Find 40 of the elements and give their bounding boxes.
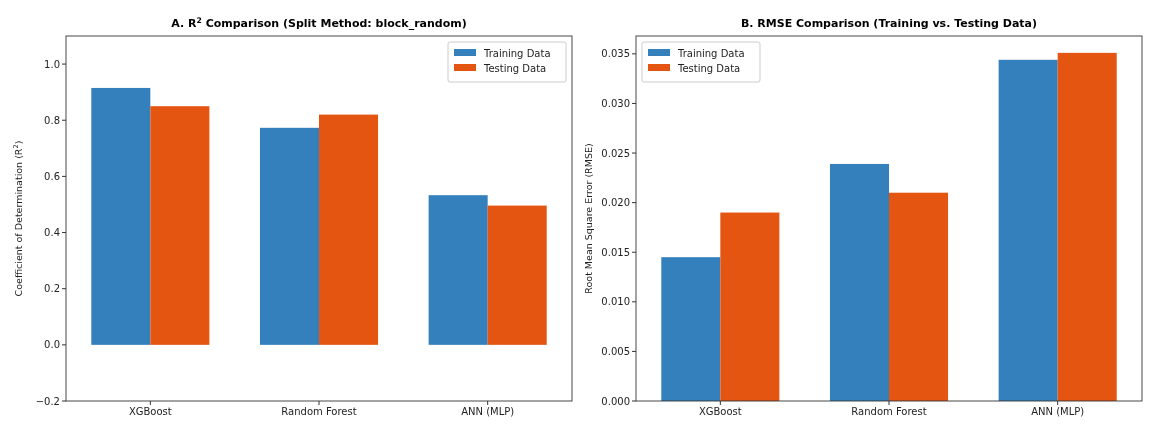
y-tick-label: 0.005: [601, 345, 630, 357]
x-tick-label: ANN (MLP): [461, 406, 515, 417]
bar: [829, 163, 889, 401]
x-tick-label: ANN (MLP): [1031, 406, 1085, 417]
x-tick-label: Random Forest: [281, 406, 357, 417]
bar: [889, 192, 949, 401]
y-tick-label: 0.6: [44, 170, 60, 182]
chart-title: A. R$^{2}$ Comparison (Split Method: block_random): [171, 15, 467, 30]
y-axis-title: Root Mean Square Error (RMSE): [583, 143, 594, 294]
y-tick-label: 0.025: [601, 147, 630, 159]
y-tick-label: 0.0: [44, 339, 60, 351]
bar: [487, 205, 547, 345]
y-tick-label: 0.035: [601, 48, 630, 60]
y-tick-label: −0.2: [35, 395, 60, 407]
chart-title: B. RMSE Comparison (Training vs. Testing Data): [740, 17, 1038, 30]
legend-label: Training Data: [483, 47, 551, 59]
y-tick-label: 1.0: [44, 58, 60, 70]
y-tick-label: 0.030: [601, 97, 630, 109]
bar: [720, 212, 780, 401]
bar: [259, 127, 319, 345]
x-tick-label: XGBoost: [698, 406, 742, 417]
bar: [150, 106, 210, 345]
bar: [998, 59, 1058, 401]
y-tick-label: 0.2: [44, 283, 60, 295]
bar: [428, 195, 488, 345]
legend-label: Testing Data: [483, 62, 547, 74]
legend-label: Training Data: [677, 47, 745, 59]
bar: [661, 257, 721, 401]
y-tick-label: 0.010: [601, 296, 630, 308]
y-tick-label: 0.4: [44, 227, 60, 239]
y-tick-label: 0.000: [601, 395, 630, 407]
y-tick-label: 0.015: [601, 246, 630, 258]
x-tick-label: Random Forest: [851, 406, 927, 417]
bar: [319, 114, 379, 345]
y-tick-label: 0.020: [601, 197, 630, 209]
legend-label: Testing Data: [677, 62, 741, 74]
x-tick-label: XGBoost: [128, 406, 172, 417]
bar: [91, 87, 151, 345]
bar: [1057, 52, 1117, 401]
y-tick-label: 0.8: [44, 114, 60, 126]
